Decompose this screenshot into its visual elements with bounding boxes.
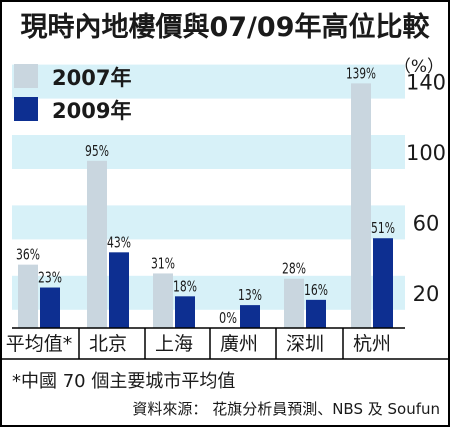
bar-2009 (40, 287, 60, 328)
value-label-2007: 31% (151, 254, 175, 272)
source-credit: 資料來源： 花旗分析員預測、NBS 及 Soufun (132, 400, 440, 418)
x-category-label: 上海 (155, 333, 193, 355)
y-tick-label: 140 (406, 71, 446, 95)
value-label-2009: 13% (238, 286, 262, 304)
bar-2009 (240, 305, 260, 328)
grid-band (12, 275, 405, 310)
grid-band (12, 205, 405, 240)
value-label-2007: 28% (282, 260, 306, 278)
bar-2007 (284, 278, 304, 328)
legend-label-2009: 2009年 (52, 99, 131, 123)
y-tick-label: 20 (413, 282, 440, 306)
grid-band (12, 135, 405, 169)
bars (18, 83, 393, 328)
bar-2007 (351, 83, 371, 328)
footnote: *中國 70 個主要城市平均值 (12, 371, 235, 392)
x-category-label: 杭州 (353, 333, 391, 355)
value-label-2009: 51% (371, 219, 395, 237)
legend-swatch-2009 (14, 97, 38, 121)
legend: 2007年 2009年 (14, 64, 131, 123)
legend-swatch-2007 (14, 64, 38, 88)
y-tick-labels: 20 60 100 140 (406, 71, 446, 306)
y-tick-label: 60 (413, 211, 440, 235)
y-axis-unit: （%） (394, 57, 444, 77)
value-label-2009: 23% (38, 269, 62, 287)
value-label-2009: 43% (107, 233, 131, 251)
value-label-2007: 95% (85, 142, 109, 160)
bar-2009 (109, 252, 129, 328)
bar-2007 (153, 273, 173, 328)
bar-2007 (18, 264, 38, 328)
gridline-bands (12, 64, 405, 310)
x-category-label: 廣州 (220, 333, 258, 355)
bar-2009 (373, 238, 393, 328)
grid-band (12, 64, 405, 99)
y-tick-label: 100 (406, 141, 446, 165)
chart-title: 現時內地樓價與07/09年高位比較 (20, 11, 430, 43)
value-label-2009: 18% (173, 277, 197, 295)
legend-label-2007: 2007年 (52, 66, 131, 90)
x-category-label: 深圳 (286, 333, 324, 355)
bar-2009 (306, 299, 326, 328)
value-label-2007: 36% (16, 246, 40, 264)
value-label-2009: 16% (304, 281, 328, 299)
x-category-label: 平均值* (6, 333, 73, 355)
x-category-labels: 平均值* 北京 上海 廣州 深圳 杭州 (6, 328, 391, 359)
value-labels: 36% 23% 95% 43% 31% 18% 0%13% 28% 16% 139% 51% (16, 64, 395, 327)
x-category-label: 北京 (89, 333, 127, 355)
value-label-2007: 139% (346, 64, 376, 82)
bar-2009 (175, 296, 195, 328)
value-label-2007: 0% (219, 309, 237, 327)
bar-2007 (87, 160, 107, 328)
